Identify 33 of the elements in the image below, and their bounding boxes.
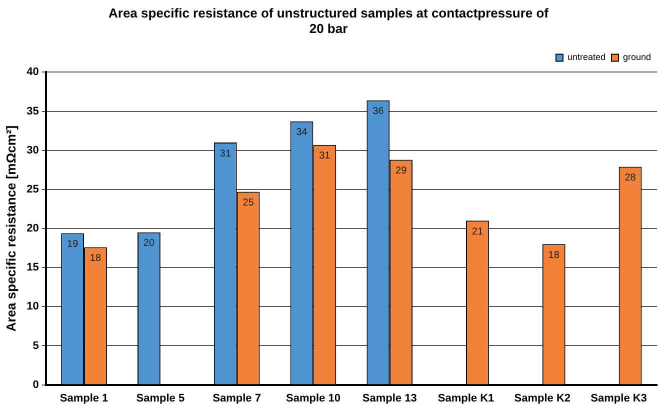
x-tick-label: Sample 1	[60, 392, 108, 404]
data-label: 31	[319, 150, 331, 162]
data-label: 19	[67, 238, 79, 250]
legend-label: untreated	[567, 52, 606, 62]
data-label: 36	[372, 106, 384, 118]
x-tick-label: Sample 7	[212, 392, 261, 404]
data-label: 28	[624, 172, 636, 184]
data-label: 25	[242, 198, 254, 209]
y-tick-label: 30	[26, 144, 39, 156]
x-tick-label: Sample K2	[514, 392, 571, 404]
data-label: 18	[90, 253, 102, 264]
data-label: 20	[143, 238, 155, 250]
y-tick-label: 0	[32, 378, 39, 391]
data-label: 18	[548, 250, 560, 261]
y-tick-label: 15	[26, 262, 39, 274]
y-tick-label: 25	[26, 183, 39, 196]
data-label: 29	[396, 165, 408, 176]
x-tick-label: Sample K3	[590, 392, 647, 404]
y-axis-title: Area specific resistance [mΩcm²]	[3, 125, 18, 332]
data-label: 34	[296, 127, 308, 138]
legend-label: ground	[622, 52, 652, 62]
chart-title: Area specific resistance of unstructured samples at contactpressure of 20 bar	[108, 5, 550, 36]
x-tick-label: Sample 13	[362, 392, 417, 404]
data-label: 21	[472, 226, 484, 238]
x-tick-label: Sample 10	[286, 392, 340, 404]
y-tick-label: 40	[26, 66, 39, 78]
x-tick-label: Sample 5	[136, 392, 185, 404]
y-tick-label: 10	[26, 300, 39, 313]
y-tick-label: 35	[26, 105, 39, 118]
y-tick-label: 20	[26, 222, 39, 235]
x-tick-label: Sample K1	[438, 392, 494, 404]
data-label: 31	[220, 148, 232, 160]
y-tick-label: 5	[32, 340, 39, 352]
